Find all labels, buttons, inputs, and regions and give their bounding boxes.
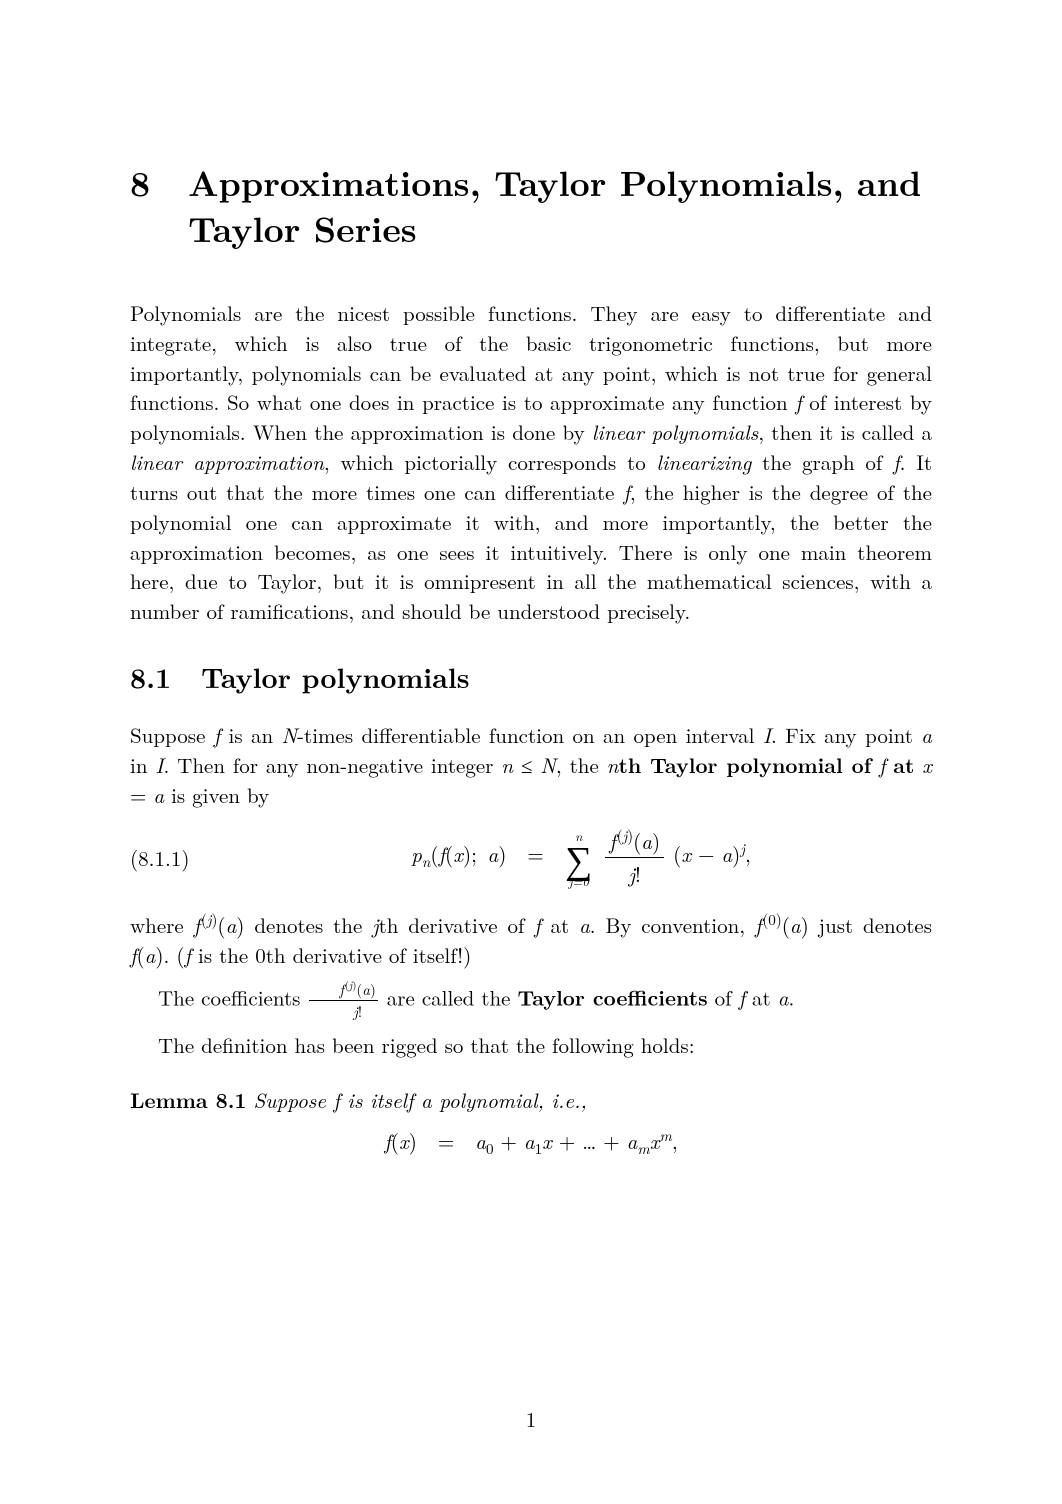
taylor-def-para4: The definition has been rigged so that t… <box>130 1031 932 1061</box>
lemma-equation: f(x) = a0 + a1x + … + amxm, <box>130 1126 932 1156</box>
lemma-statement: Suppose f is itself a polynomial, i.e., <box>253 1085 586 1115</box>
section-number: 8.1 <box>130 657 171 697</box>
chapter-title: Approximations, Taylor Polynomials, and … <box>188 160 932 251</box>
taylor-def-para3: The coefficients f (j)(a) j! are called … <box>130 979 932 1023</box>
page-number: 1 <box>0 1404 1062 1434</box>
equation-label: (8.1.1) <box>130 843 310 873</box>
equation-8-1-1: (8.1.1) pn(f(x); a) = n ∑ j=0 f (j)(a) j… <box>130 826 932 889</box>
lemma-label: Lemma 8.1 <box>130 1085 246 1115</box>
intro-paragraph: Polynomials are the nicest possible func… <box>130 299 932 627</box>
chapter-heading: 8 Approximations, Taylor Polynomials, an… <box>130 160 932 251</box>
taylor-def-para1: Suppose f is an N-times differentiable f… <box>130 721 932 810</box>
section-heading: 8.1 Taylor polynomials <box>130 657 932 697</box>
section-title: Taylor polynomials <box>201 657 469 697</box>
taylor-def-para2: where f (j)(a) denotes the jth derivativ… <box>130 911 932 971</box>
page: 8 Approximations, Taylor Polynomials, an… <box>0 0 1062 1504</box>
chapter-number: 8 <box>130 160 150 206</box>
lemma-8-1: Lemma 8.1 Suppose f is itself a polynomi… <box>130 1086 932 1116</box>
equation-body: pn(f(x); a) = n ∑ j=0 f (j)(a) j! (x − a… <box>310 826 852 889</box>
